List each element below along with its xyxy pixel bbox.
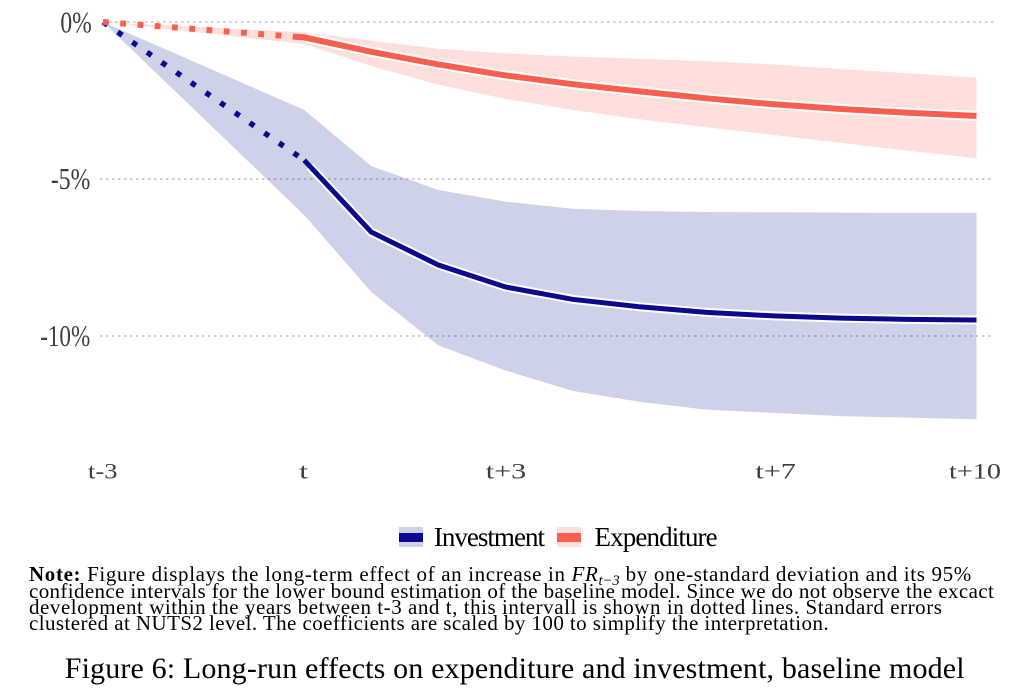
svg-text:t+10: t+10 <box>949 459 1001 484</box>
svg-text:-5%: -5% <box>51 161 90 196</box>
svg-text:t+3: t+3 <box>486 459 527 484</box>
svg-text:t+7: t+7 <box>755 459 796 484</box>
svg-text:-10%: -10% <box>40 318 90 353</box>
svg-text:0%: 0% <box>60 5 91 40</box>
svg-text:t-3: t-3 <box>88 459 118 484</box>
svg-text:t: t <box>299 459 308 484</box>
